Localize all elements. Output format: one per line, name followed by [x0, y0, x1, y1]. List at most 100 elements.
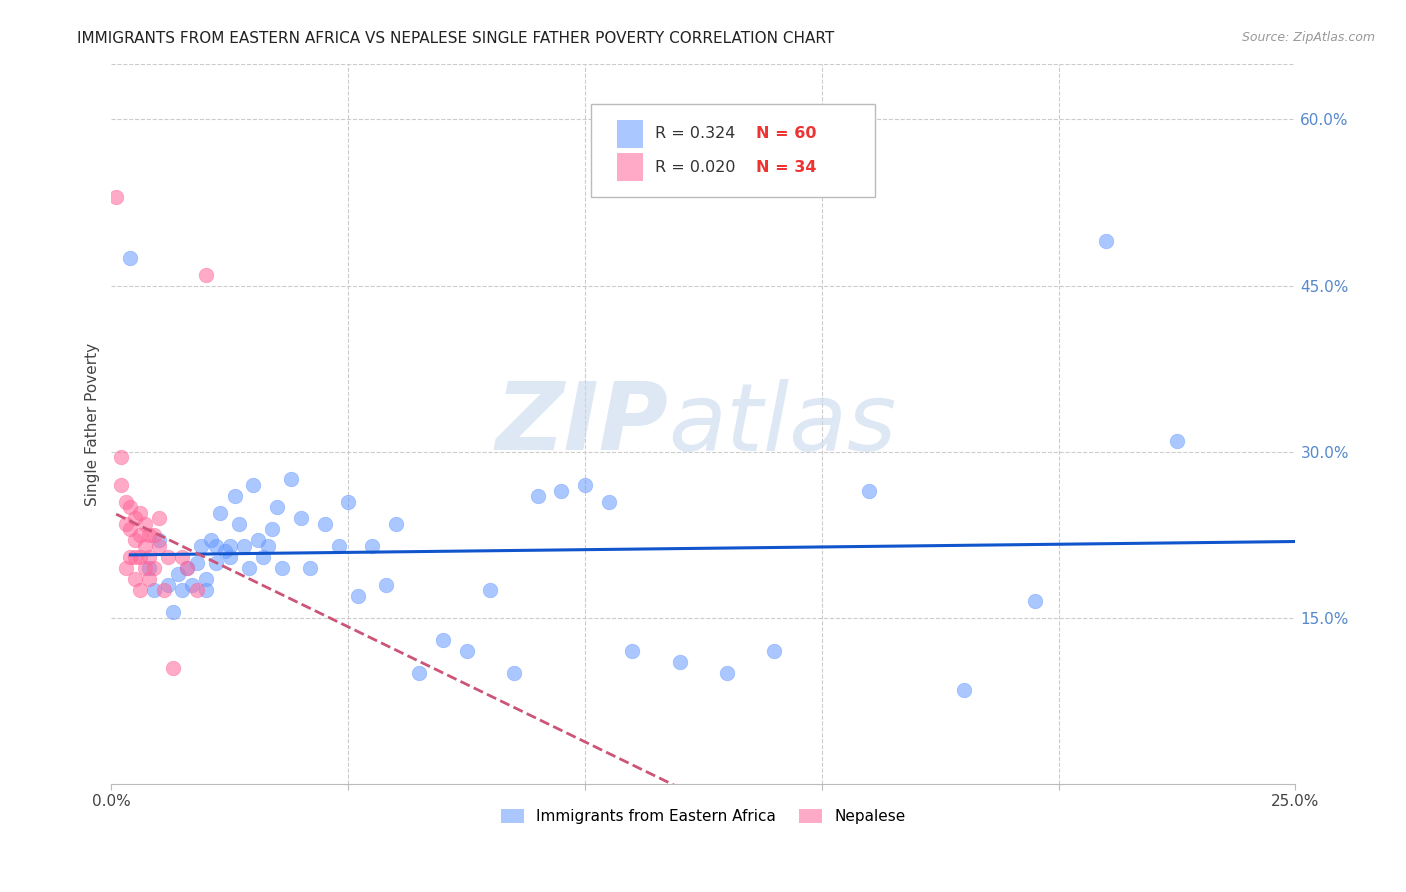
Point — [526, 489, 548, 503]
Point — [134, 516, 156, 531]
Point — [621, 644, 644, 658]
Point — [148, 539, 170, 553]
Point — [114, 516, 136, 531]
Point — [128, 583, 150, 598]
Point — [181, 577, 204, 591]
Point — [432, 633, 454, 648]
Point — [218, 549, 240, 564]
Point — [456, 644, 478, 658]
Point — [114, 494, 136, 508]
Point — [209, 506, 232, 520]
Point — [361, 539, 384, 553]
Point — [247, 533, 270, 548]
Point — [256, 539, 278, 553]
Point — [716, 666, 738, 681]
Text: N = 34: N = 34 — [755, 160, 815, 175]
Point — [763, 644, 786, 658]
FancyBboxPatch shape — [591, 103, 875, 197]
Text: R = 0.324: R = 0.324 — [655, 127, 735, 142]
Point — [152, 583, 174, 598]
Point — [252, 549, 274, 564]
Point — [204, 556, 226, 570]
Point — [172, 583, 194, 598]
Point — [186, 583, 208, 598]
Text: R = 0.020: R = 0.020 — [655, 160, 735, 175]
Point — [266, 500, 288, 515]
Text: N = 60: N = 60 — [755, 127, 815, 142]
Point — [110, 478, 132, 492]
Y-axis label: Single Father Poverty: Single Father Poverty — [86, 343, 100, 506]
Point — [120, 500, 142, 515]
Point — [204, 539, 226, 553]
Point — [128, 528, 150, 542]
Point — [214, 544, 236, 558]
Text: atlas: atlas — [668, 378, 896, 469]
Point — [408, 666, 430, 681]
Point — [124, 572, 146, 586]
Point — [124, 511, 146, 525]
Point — [337, 494, 360, 508]
Point — [328, 539, 350, 553]
Point — [128, 506, 150, 520]
Point — [550, 483, 572, 498]
Point — [143, 528, 166, 542]
Point — [1166, 434, 1188, 448]
Point — [200, 533, 222, 548]
Point — [176, 561, 198, 575]
Point — [148, 533, 170, 548]
Point — [224, 489, 246, 503]
Text: ZIP: ZIP — [495, 378, 668, 470]
Bar — [617, 153, 643, 181]
Point — [375, 577, 398, 591]
Point — [314, 516, 336, 531]
Point — [186, 556, 208, 570]
Point — [195, 583, 218, 598]
Point — [190, 539, 212, 553]
Point — [228, 516, 250, 531]
Point — [262, 522, 284, 536]
Legend: Immigrants from Eastern Africa, Nepalese: Immigrants from Eastern Africa, Nepalese — [495, 803, 911, 830]
Point — [124, 549, 146, 564]
Point — [134, 539, 156, 553]
Point — [162, 606, 184, 620]
Point — [953, 682, 976, 697]
Point — [162, 661, 184, 675]
Point — [120, 251, 142, 265]
Point — [1095, 235, 1118, 249]
Point — [271, 561, 294, 575]
Point — [503, 666, 526, 681]
Point — [195, 268, 218, 282]
Point — [157, 549, 180, 564]
Point — [233, 539, 256, 553]
Point — [157, 577, 180, 591]
Text: IMMIGRANTS FROM EASTERN AFRICA VS NEPALESE SINGLE FATHER POVERTY CORRELATION CHA: IMMIGRANTS FROM EASTERN AFRICA VS NEPALE… — [77, 31, 835, 46]
Point — [124, 533, 146, 548]
Point — [138, 561, 160, 575]
Point — [384, 516, 406, 531]
Point — [346, 589, 368, 603]
Point — [120, 549, 142, 564]
Point — [138, 572, 160, 586]
Point — [134, 561, 156, 575]
Point — [280, 472, 302, 486]
Point — [138, 528, 160, 542]
Point — [128, 549, 150, 564]
Point — [574, 478, 596, 492]
Point — [105, 190, 128, 204]
Point — [238, 561, 260, 575]
Point — [195, 572, 218, 586]
Point — [148, 511, 170, 525]
Text: Source: ZipAtlas.com: Source: ZipAtlas.com — [1241, 31, 1375, 45]
Point — [114, 561, 136, 575]
Point — [1024, 594, 1046, 608]
Point — [138, 549, 160, 564]
Point — [110, 450, 132, 465]
Point — [858, 483, 880, 498]
Point — [598, 494, 620, 508]
Point — [172, 549, 194, 564]
Point — [176, 561, 198, 575]
Point — [120, 522, 142, 536]
Point — [143, 583, 166, 598]
Point — [143, 561, 166, 575]
Point — [299, 561, 322, 575]
